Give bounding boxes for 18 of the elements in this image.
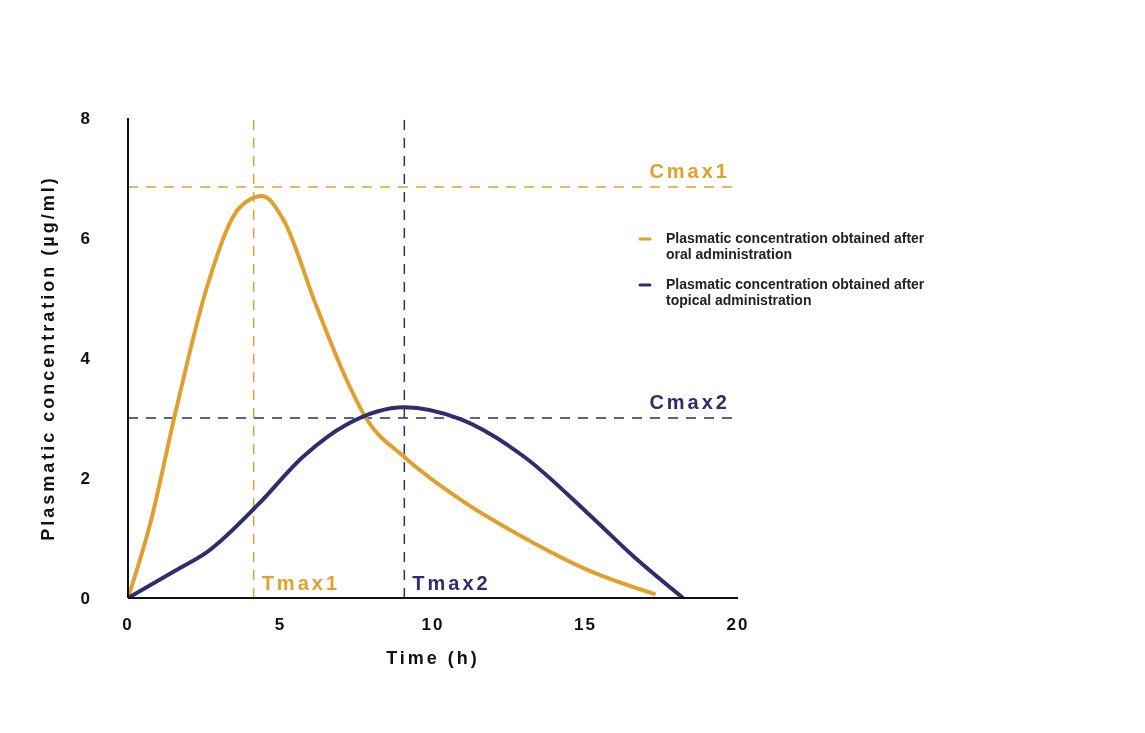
x-tick-label: 5 — [274, 615, 287, 635]
x-tick-label: 0 — [122, 615, 134, 635]
ref-line-label: Cmax2 — [649, 391, 730, 413]
y-axis-title: Plasmatic concentration (µg/ml) — [38, 175, 59, 541]
legend-label: Plasmatic concentration obtained after oral administration — [666, 230, 926, 262]
y-tick-label: 4 — [80, 349, 92, 369]
legend-label: Plasmatic concentration obtained after topical administration — [666, 276, 926, 308]
x-axis-title: Time (h) — [386, 648, 480, 668]
ref-line-label: Cmax1 — [649, 160, 730, 182]
y-tick-label: 2 — [80, 469, 92, 489]
ref-line-label: Tmax2 — [412, 572, 491, 594]
y-tick-label: 0 — [80, 589, 92, 609]
y-tick-label: 6 — [80, 229, 92, 249]
x-tick-label: 15 — [574, 615, 597, 635]
x-tick-label: 20 — [726, 615, 750, 635]
y-tick-label: 8 — [80, 109, 92, 129]
ref-line-label: Tmax1 — [261, 572, 341, 594]
x-tick-label: 10 — [421, 615, 445, 635]
